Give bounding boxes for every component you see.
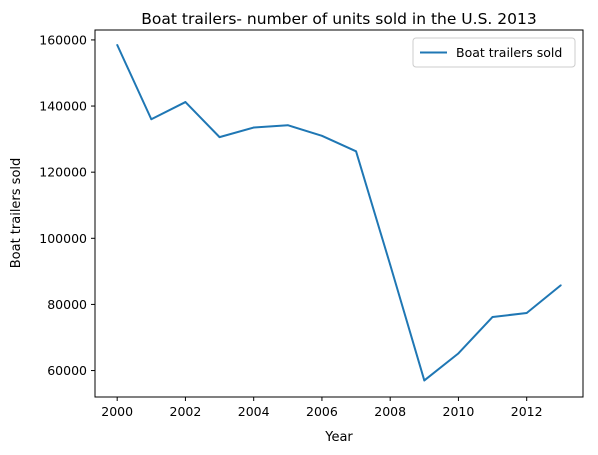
chart-title: Boat trailers- number of units sold in t…	[141, 10, 536, 28]
data-point	[321, 134, 323, 137]
legend: Boat trailers sold	[412, 37, 576, 68]
data-point	[457, 352, 460, 355]
x-tick-label: 2004	[238, 404, 270, 419]
x-tick-label: 2002	[170, 404, 202, 419]
data-point	[559, 284, 562, 287]
y-tick-label: 120000	[39, 165, 87, 180]
y-tick-label: 160000	[39, 32, 87, 47]
data-point	[184, 101, 187, 103]
x-tick-label: 2012	[511, 404, 543, 419]
data-point	[423, 379, 426, 382]
data-point	[286, 124, 289, 127]
x-tick-label: 2008	[374, 404, 406, 419]
plot-frame	[94, 29, 584, 398]
data-point	[389, 263, 392, 266]
data-point	[491, 316, 494, 318]
x-tick-label: 2010	[443, 404, 475, 419]
plot-area: 2000 2002 2004 2006 2008 2010 2012 60000 80000 1…	[39, 29, 584, 419]
legend-label: Boat trailers sold	[456, 45, 562, 60]
data-point	[218, 136, 221, 139]
x-axis: 2000 2002 2004 2006 2008 2010 2012	[101, 397, 543, 419]
data-point	[252, 126, 255, 129]
data-point	[150, 118, 153, 121]
y-tick-label: 100000	[39, 231, 87, 246]
x-tick-label: 2006	[306, 404, 338, 419]
series-layer	[116, 43, 562, 382]
data-point	[116, 43, 119, 46]
y-tick-label: 80000	[47, 297, 87, 312]
y-axis: 60000 80000 100000 120000 140000 160000	[39, 32, 95, 378]
y-axis-title: Boat trailers sold	[9, 158, 24, 269]
x-axis-title: Year	[324, 430, 353, 445]
y-tick-label: 60000	[47, 363, 87, 378]
y-tick-label: 140000	[39, 99, 87, 114]
x-tick-label: 2000	[101, 404, 133, 419]
data-point	[525, 312, 528, 314]
series-line	[116, 44, 562, 382]
data-point	[355, 150, 357, 153]
legend-box	[412, 37, 576, 68]
